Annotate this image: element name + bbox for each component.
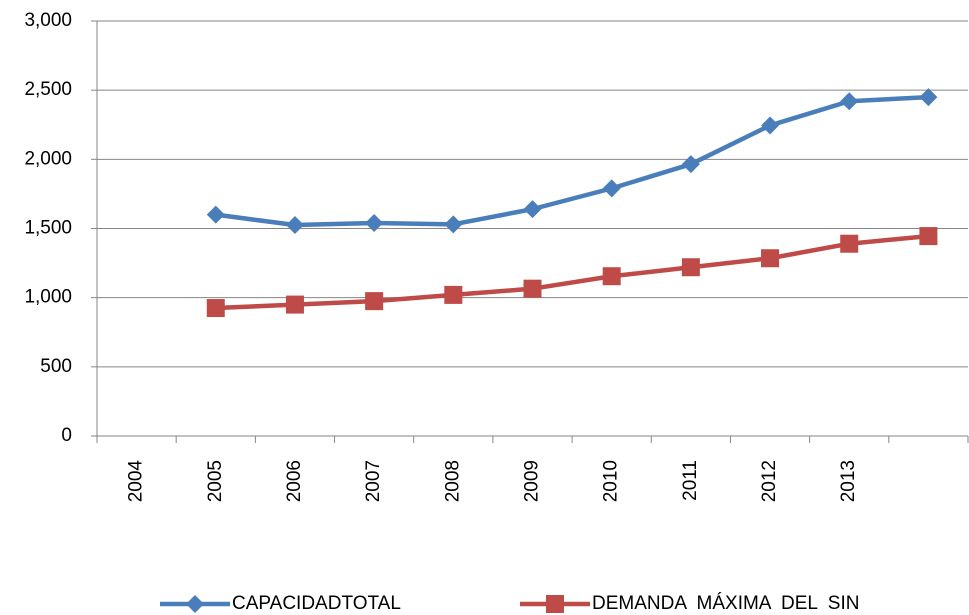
marker xyxy=(206,205,225,224)
marker xyxy=(681,258,700,277)
x-tick-label: 2011 xyxy=(680,460,701,501)
series-line xyxy=(215,94,929,228)
marker xyxy=(840,92,859,111)
marker xyxy=(285,295,304,314)
y-tick-label: 500 xyxy=(40,356,72,377)
x-tick-label: 2006 xyxy=(284,460,305,502)
legend-label: DEMANDA MÁXIMA DEL SIN xyxy=(592,593,859,614)
y-tick-label: 2,500 xyxy=(24,79,72,100)
y-tick-label: 0 xyxy=(61,425,72,446)
marker xyxy=(919,88,938,107)
y-tick-label: 2,000 xyxy=(24,148,72,169)
marker xyxy=(523,279,542,298)
x-tick-label: 2009 xyxy=(522,460,543,502)
y-tick-label: 1,000 xyxy=(24,287,72,308)
x-tick-label: 2007 xyxy=(363,460,384,502)
marker xyxy=(761,249,780,268)
marker xyxy=(602,267,621,286)
marker xyxy=(365,292,384,311)
y-tick-label: 1,500 xyxy=(24,218,72,239)
x-tick-label: 2008 xyxy=(442,460,463,502)
legend-label: CAPACIDADTOTAL xyxy=(232,593,401,614)
legend-marker xyxy=(186,595,204,613)
marker xyxy=(444,215,463,234)
legend-marker xyxy=(546,595,564,613)
x-tick-label: 2012 xyxy=(759,460,780,502)
marker xyxy=(285,216,304,235)
marker xyxy=(365,213,384,232)
x-tick-label: 2004 xyxy=(126,460,147,503)
marker xyxy=(840,234,859,253)
x-tick-label: 2013 xyxy=(838,460,859,502)
series-line xyxy=(215,233,929,311)
x-tick-label: 2005 xyxy=(205,460,226,502)
marker xyxy=(523,200,542,219)
marker xyxy=(681,155,700,174)
marker xyxy=(761,116,780,135)
marker xyxy=(444,285,463,304)
y-tick-label: 3,000 xyxy=(24,10,72,31)
marker xyxy=(602,179,621,198)
x-tick-label: 2010 xyxy=(601,460,622,502)
marker xyxy=(919,227,938,246)
marker xyxy=(206,299,225,318)
